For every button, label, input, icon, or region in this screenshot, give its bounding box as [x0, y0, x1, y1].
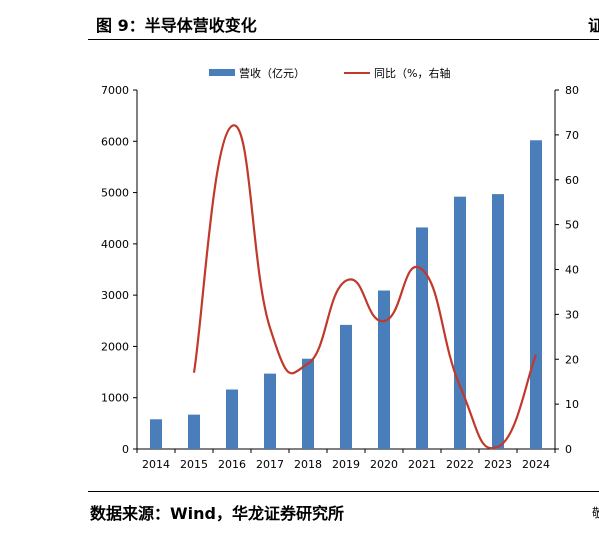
- legend-line-label: 同比（%，右轴: [374, 66, 450, 80]
- right-tick-label: 60: [565, 174, 579, 187]
- bar: [530, 140, 542, 449]
- bar: [378, 290, 390, 449]
- yoy-growth-line: [192, 124, 538, 450]
- axes: 0 1000 2000 3000 4000 5000 6000 7000 0 10 20 30 40 50…: [101, 84, 579, 471]
- right-tick-label: 50: [565, 219, 579, 232]
- bar: [454, 196, 466, 449]
- right-tick-label: 40: [565, 264, 579, 277]
- bar: [226, 389, 238, 449]
- legend-bar-label: 营收（亿元）: [239, 66, 305, 80]
- bars-group: [150, 140, 542, 449]
- x-tick-label: 2021: [408, 458, 436, 471]
- x-tick-label: 2023: [484, 458, 512, 471]
- right-tick-label: 10: [565, 398, 579, 411]
- right-tick-label: 70: [565, 129, 579, 142]
- bar: [188, 414, 200, 449]
- x-tick-label: 2015: [180, 458, 208, 471]
- left-tick-label: 2000: [101, 340, 129, 353]
- right-tick-label: 20: [565, 353, 579, 366]
- x-tick-label: 2016: [218, 458, 246, 471]
- left-tick-label: 4000: [101, 238, 129, 251]
- figure-title: 图 9：半导体营收变化: [96, 16, 257, 35]
- top-rule: [88, 39, 599, 40]
- bar: [150, 419, 162, 449]
- x-tick-label: 2017: [256, 458, 284, 471]
- x-tick-label: 2020: [370, 458, 398, 471]
- source-note: 数据来源：Wind，华龙证券研究所: [90, 504, 344, 523]
- right-tick-label: 80: [565, 84, 579, 97]
- legend: 营收（亿元） 同比（%，右轴: [209, 66, 450, 80]
- right-tick-label: 30: [565, 308, 579, 321]
- x-tick-label: 2024: [522, 458, 550, 471]
- bar: [416, 227, 428, 449]
- x-tick-label: 2019: [332, 458, 360, 471]
- left-tick-label: 6000: [101, 135, 129, 148]
- left-tick-label: 7000: [101, 84, 129, 97]
- right-tick-label: 0: [565, 443, 572, 456]
- x-tick-label: 2022: [446, 458, 474, 471]
- left-tick-label: 0: [122, 443, 129, 456]
- left-tick-label: 3000: [101, 289, 129, 302]
- x-tick-label: 2018: [294, 458, 322, 471]
- bar: [264, 373, 276, 449]
- left-tick-label: 1000: [101, 392, 129, 405]
- figure-title-cut: 证: [588, 16, 599, 35]
- bar: [340, 324, 352, 449]
- bar: [492, 194, 504, 449]
- x-tick-label: 2014: [142, 458, 170, 471]
- source-note-cut: 敬: [592, 506, 599, 520]
- bar: [302, 358, 314, 449]
- bottom-rule: [88, 491, 599, 492]
- legend-bar-swatch: [209, 69, 235, 76]
- left-tick-label: 5000: [101, 187, 129, 200]
- line-group: [192, 124, 538, 450]
